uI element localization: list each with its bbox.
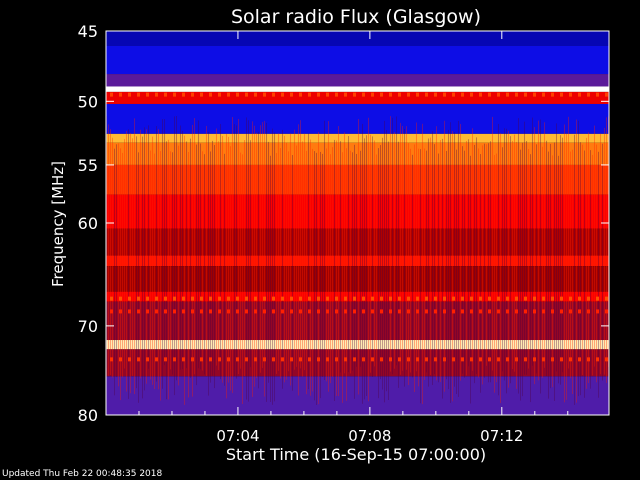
- intensity-band: [106, 194, 609, 229]
- intensity-band: [106, 164, 609, 195]
- intensity-band: [106, 45, 609, 75]
- intensity-band: [106, 349, 609, 377]
- intensity-band: [106, 133, 609, 143]
- y-axis-label: Frequency [MHz]: [49, 161, 67, 287]
- x-tick-label: 07:08: [348, 427, 391, 445]
- y-tick-label: 60: [78, 214, 98, 233]
- intensity-band: [106, 142, 609, 165]
- intensity-band: [106, 74, 609, 87]
- intensity-band: [106, 340, 609, 350]
- intensity-band: [106, 31, 609, 46]
- intensity-band: [106, 255, 609, 267]
- updated-timestamp: Updated Thu Feb 22 00:48:35 2018: [2, 469, 163, 479]
- intensity-band: [106, 86, 609, 92]
- x-tick-label: 07:04: [216, 427, 259, 445]
- intensity-band: [106, 376, 609, 415]
- signal-dots: [110, 92, 608, 97]
- y-tick-label: 55: [78, 156, 98, 175]
- intensity-band: [106, 291, 609, 302]
- y-tick-label: 80: [78, 406, 98, 425]
- signal-dots: [110, 296, 608, 301]
- plot-area: [106, 31, 609, 415]
- y-tick-label: 50: [78, 92, 98, 111]
- y-tick-label: 70: [78, 317, 98, 336]
- y-tick-label: 45: [78, 22, 98, 41]
- intensity-band: [106, 228, 609, 256]
- signal-dots: [110, 357, 608, 362]
- noise-texture: [106, 116, 609, 405]
- signal-dots: [110, 309, 608, 314]
- intensity-band: [106, 91, 609, 104]
- axes: 45 50 55 60 70 80 07:04 07:08 07:12: [78, 22, 610, 445]
- intensity-band: [106, 103, 609, 134]
- intensity-band: [106, 301, 609, 341]
- x-axis-label: Start Time (16-Sep-15 07:00:00): [226, 445, 486, 464]
- x-tick-label: 07:12: [480, 427, 523, 445]
- chart-title: Solar radio Flux (Glasgow): [231, 6, 481, 28]
- intensity-band: [106, 266, 609, 292]
